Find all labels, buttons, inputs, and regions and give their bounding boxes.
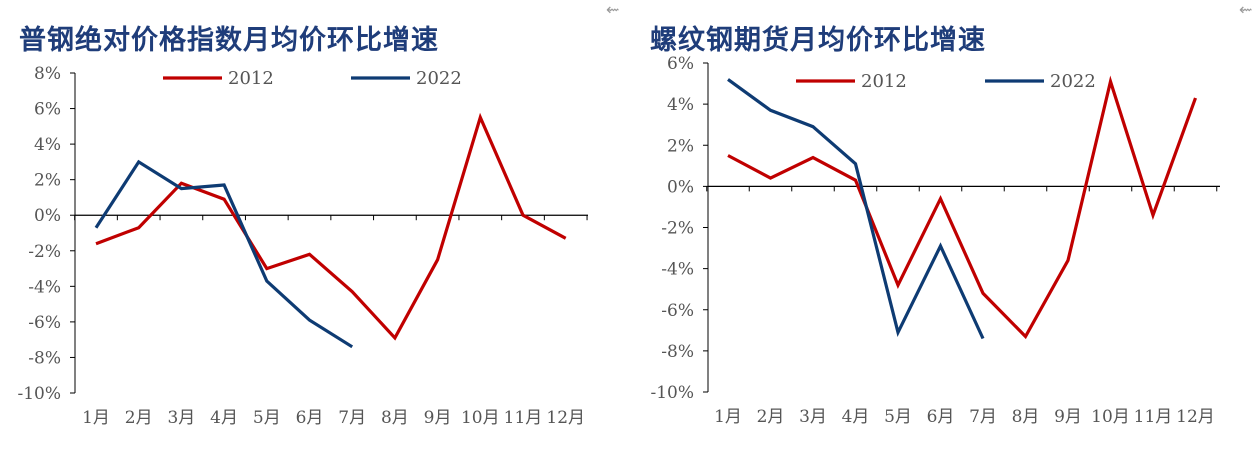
y-tick-label: -6%: [661, 301, 694, 321]
series-line-2012: [727, 75, 1198, 340]
y-tick-label: 2%: [34, 171, 61, 191]
line-chart: 6% 4% 2% 0% -2% -4% -6% -8% -10% 1月 2月 3月 4月 5月 6月 7月 8月…: [650, 54, 1220, 427]
y-tick-label: -4%: [28, 277, 61, 297]
x-tick-label: 7月: [969, 407, 997, 427]
x-tick-label: 5月: [253, 408, 281, 428]
x-tick-label: 4月: [210, 408, 238, 428]
y-tick-label: -10%: [17, 384, 61, 404]
back-arrow-icon[interactable]: ⇜: [606, 0, 620, 19]
legend-label-2012: 2012: [228, 68, 274, 89]
y-tick-label: -10%: [650, 383, 694, 403]
x-tick-label: 7月: [338, 408, 366, 428]
legend-label-2022: 2022: [416, 68, 462, 89]
y-tick-label: -2%: [661, 219, 694, 239]
x-tick-label: 3月: [799, 407, 827, 427]
x-tick-label: 10月: [461, 408, 500, 428]
x-tick-label: 6月: [296, 408, 324, 428]
y-tick-label: 2%: [667, 136, 694, 156]
y-tick-label: 8%: [34, 64, 61, 84]
back-arrow-icon[interactable]: ⇜: [1239, 0, 1253, 19]
series-line-2012: [95, 112, 567, 341]
chart-title: 普钢绝对价格指数月均价环比增速: [19, 25, 439, 56]
y-tick-label: 6%: [34, 100, 61, 120]
x-tick-label: 10月: [1091, 407, 1130, 427]
y-tick-label: 0%: [667, 177, 694, 197]
series-line-2022: [94, 159, 354, 349]
x-tick-label: 9月: [1054, 407, 1082, 427]
y-tick-label: -8%: [661, 342, 694, 362]
x-tick-label: 1月: [82, 408, 110, 428]
x-tick-label: 11月: [504, 408, 543, 428]
x-tick-label: 11月: [1134, 407, 1173, 427]
line-chart: 8% 6% 4% 2% 0% -2% -4% -6% -8% -10% 1月 2月 3月 4月 5月 6月 7月…: [17, 64, 588, 428]
x-tick-label: 4月: [842, 407, 870, 427]
legend-label-2012: 2012: [861, 71, 907, 92]
x-tick-label: 2月: [757, 407, 785, 427]
legend-label-2022: 2022: [1050, 71, 1096, 92]
x-tick-label: 8月: [1012, 407, 1040, 427]
chart-panel-right: 螺纹钢期货月均价环比增速 ⇜ 6% 4% 2% 0% -2% -4% -6% -8% -10% 1…: [630, 0, 1259, 452]
x-tick-label: 6月: [927, 407, 955, 427]
x-tick-label: 3月: [167, 408, 195, 428]
y-tick-label: -4%: [661, 260, 694, 280]
x-tick-label: 12月: [546, 408, 585, 428]
chart-title: 螺纹钢期货月均价环比增速: [650, 25, 986, 56]
y-tick-label: 4%: [667, 95, 694, 115]
y-tick-label: 6%: [667, 54, 694, 74]
x-tick-label: 12月: [1176, 407, 1215, 427]
y-tick-label: -6%: [28, 313, 61, 333]
y-tick-label: -8%: [28, 348, 61, 368]
series-line-2022: [727, 78, 985, 340]
x-tick-label: 8月: [381, 408, 409, 428]
chart-panel-left: 普钢绝对价格指数月均价环比增速 ⇜ 8% 6% 4% 2% 0% -2% -4% -6% -8%…: [17, 0, 620, 428]
y-tick-label: 4%: [34, 135, 61, 155]
x-tick-label: 2月: [125, 408, 153, 428]
y-tick-label: 0%: [34, 206, 61, 226]
x-tick-label: 1月: [714, 407, 742, 427]
x-tick-label: 9月: [424, 408, 452, 428]
y-tick-label: -2%: [28, 242, 61, 262]
x-tick-label: 5月: [884, 407, 912, 427]
